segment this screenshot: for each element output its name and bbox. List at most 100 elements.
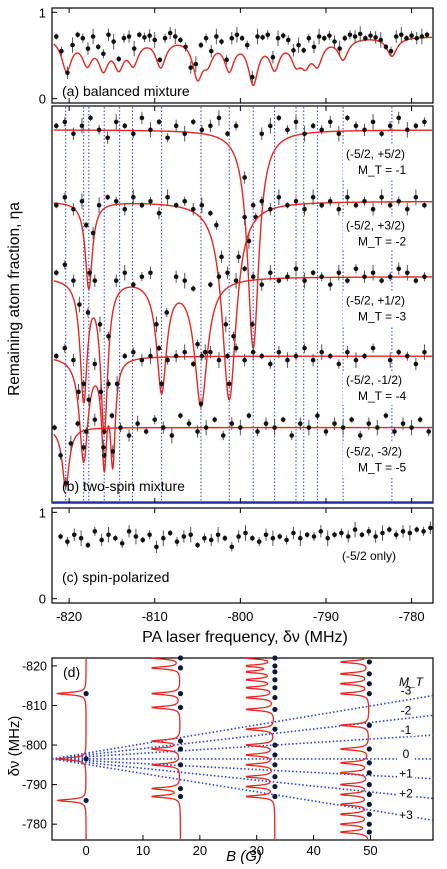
panel-b-trace-2-point (250, 202, 256, 208)
panel-b-trace-mt-label: M_T = -4 (358, 389, 406, 403)
panel-b-trace-5-point (392, 429, 397, 434)
panel-b-trace-4-point (182, 349, 188, 355)
panel-b-fit-curve-3 (53, 276, 433, 436)
panel-d-y-tick-label: -790 (22, 778, 47, 792)
panel-a-point (280, 33, 286, 38)
panel-b-label-bg (343, 442, 429, 477)
panel-b-trace-4-point (233, 345, 239, 351)
panel-a-point (95, 44, 101, 50)
panel-d-resonance-point (272, 752, 278, 758)
panel-d-label: (d) (63, 664, 80, 680)
panel-d-x-tick-label: 50 (363, 843, 377, 858)
panel-a-point (399, 32, 404, 38)
panel-b-trace-1-point (310, 123, 316, 129)
panel-b-trace-4-point (413, 361, 419, 367)
panel-d-resonance-point (366, 760, 372, 766)
panel-d-spectrum-4 (340, 657, 370, 841)
panel-b-trace-5-point (349, 417, 354, 422)
panel-b-trace-mt-label: M_T = -3 (358, 310, 406, 324)
panel-b-trace-1-point (345, 115, 350, 121)
panel-b-trace-4-point (92, 361, 98, 367)
panel-d-mt-label-bg (397, 703, 415, 717)
panel-b-trace-2-point (293, 198, 299, 204)
panel-a-point (388, 48, 394, 54)
panel-b-trace-2-point (336, 206, 342, 212)
panel-d-frame (51, 657, 434, 841)
panel-a-point (198, 42, 204, 48)
panel-b-trace-4-point (139, 357, 145, 363)
panel-b-trace-1-point (353, 123, 359, 129)
panel-c-point (291, 530, 296, 536)
panel-d-resonance-point (83, 756, 89, 762)
panel-d-resonance-point (366, 681, 372, 687)
panel-b-trace-3-point (233, 278, 239, 283)
panel-b-trace-4-point (362, 353, 367, 359)
panel-d-spectrum-1 (55, 658, 87, 840)
panel-a-point (260, 35, 265, 40)
panel-b-trace-2-point (268, 206, 273, 212)
panel-c-point (284, 537, 289, 543)
panel-a-point (53, 34, 59, 39)
panel-b: (-5/2, +5/2) M_T = -1 (-5/2, +3/2) M_T = -2… (51, 105, 434, 504)
panel-c-y-tick-label: 1 (39, 505, 46, 520)
panel-b-trace-2-point (276, 195, 282, 200)
panel-b-trace-1-point (105, 135, 110, 141)
panel-d-resonance-point (83, 691, 89, 697)
panel-b-label-bg (343, 144, 429, 179)
panel-b-trace-1-point (250, 322, 255, 327)
panel-b-trace-5-point (92, 417, 98, 422)
panel-a-point (85, 46, 91, 51)
panel-b-trace-3-point (379, 278, 384, 283)
panel-a-point (229, 35, 235, 41)
panel-a-point (286, 37, 291, 43)
panel-d-mt-label-bg (397, 683, 415, 697)
panel-d-fan-line (51, 758, 434, 822)
panel-a-point (178, 37, 183, 43)
panel-b-trace-2-point (231, 333, 236, 339)
panel-a-point (75, 32, 80, 38)
panel-b-trace-4-point (156, 345, 162, 351)
panel-a-point (383, 44, 389, 50)
panel-b-trace-3-point (216, 274, 222, 280)
panel-b-trace-3-point (396, 266, 402, 272)
panel-b-trace-4-point (71, 357, 76, 363)
panel-d-mt-label: -3 (401, 684, 412, 698)
panel-b-trace-2-point (113, 198, 119, 204)
panel-b-trace-mt-label: M_T = -1 (358, 163, 406, 177)
panel-b-trace-2-point (173, 202, 179, 208)
panel-d-resonance-point (177, 746, 184, 752)
panel-c-point (332, 532, 337, 538)
panel-c-point (167, 530, 173, 536)
panel-b-trace-2-point (79, 198, 85, 204)
panel-b-trace-2-point (422, 202, 427, 208)
panel-a-point (275, 35, 281, 41)
panel-b-trace-4-point (225, 353, 230, 359)
panel-b-trace-5-point (426, 429, 432, 434)
panel-c-point (277, 534, 283, 539)
panel-c-point (222, 535, 228, 541)
panel-b-trace-1-point (122, 123, 128, 129)
panel-a-point (137, 32, 142, 38)
panel-b-trace-5-point (289, 433, 295, 438)
panel-b-trace-5-point (203, 425, 209, 430)
panel-a-y-tick-label: 1 (39, 5, 46, 20)
panel-b-trace-5-point (323, 429, 329, 434)
panel-c-point (92, 529, 98, 534)
panel-b-trace-4-point (98, 389, 104, 395)
panel-c-point (140, 537, 146, 543)
panel-b-trace-5-point (152, 417, 158, 422)
panel-b-trace-3-point (268, 270, 273, 276)
panel-b-trace-1-point (259, 131, 265, 137)
panel-b-trace-2-point (156, 210, 162, 216)
panel-b-trace-3-point (302, 278, 307, 283)
panel-d-y-tick-label: -800 (22, 739, 47, 753)
panel-d-resonance-point (366, 829, 372, 835)
panel-b-trace-1-point (208, 123, 213, 129)
panel-b-trace-4-point (81, 445, 86, 450)
panel-b-trace-1-point (319, 127, 324, 133)
panel-b-trace-3-point (131, 282, 136, 287)
panel-b-trace-4-point (327, 353, 333, 359)
panel-b-trace-3-point (259, 282, 265, 287)
panel-a-point (188, 65, 194, 70)
panel-c-point (236, 534, 241, 539)
